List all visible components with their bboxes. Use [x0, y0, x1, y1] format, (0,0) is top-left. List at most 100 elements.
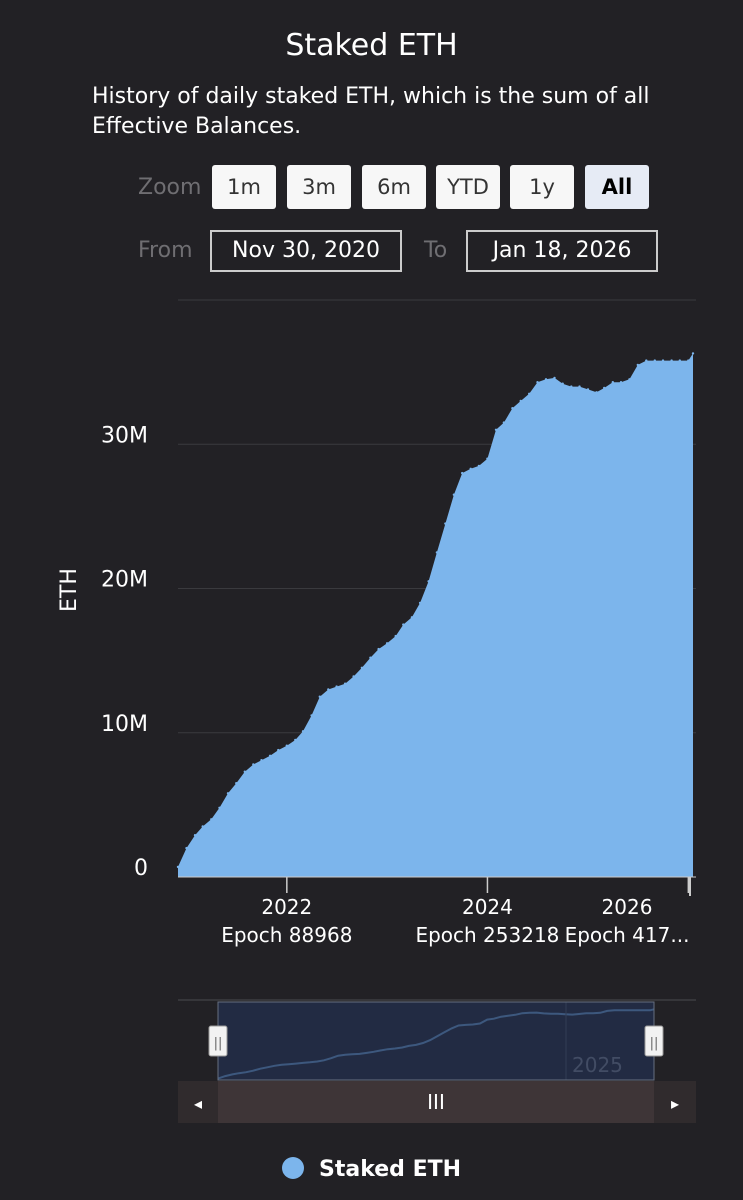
to-date-input[interactable]: Jan 18, 2026: [466, 230, 658, 272]
data-point: [511, 407, 514, 410]
staked-eth-area: [178, 353, 693, 877]
zoom-button-3m[interactable]: 3m: [287, 165, 351, 209]
zoom-button-6m[interactable]: 6m: [362, 165, 426, 209]
data-point: [486, 457, 489, 460]
data-point: [301, 730, 305, 733]
navigator-right-handle[interactable]: [644, 1025, 664, 1057]
data-point: [687, 359, 690, 362]
data-point: [294, 738, 297, 742]
scroll-left-arrow-icon: ◂: [194, 1094, 202, 1113]
from-label: From: [138, 238, 193, 263]
data-point: [377, 647, 380, 651]
data-point: [494, 428, 498, 431]
data-point: [586, 388, 590, 391]
data-point: [335, 685, 338, 688]
left-handle-grip: ||: [214, 1036, 223, 1051]
scrollbar[interactable]: III ◂ ▸: [178, 1081, 696, 1123]
x-tick-epoch-label: Epoch 88968: [221, 923, 352, 947]
chart-subtitle: History of daily staked ETH, which is th…: [92, 84, 650, 139]
data-point: [444, 522, 447, 525]
data-point: [653, 359, 656, 362]
to-label: To: [424, 238, 448, 263]
data-point: [628, 378, 631, 381]
data-point: [469, 467, 472, 470]
data-point: [277, 748, 280, 752]
x-tick-year-label: 2026: [602, 895, 653, 919]
data-point: [578, 385, 581, 388]
zoom-button-all[interactable]: All: [585, 165, 649, 209]
data-point: [477, 464, 481, 468]
data-point: [661, 359, 665, 362]
data-point: [343, 682, 347, 685]
y-tick-label: 20M: [101, 568, 148, 593]
from-date-input[interactable]: Nov 30, 2020: [210, 230, 402, 272]
data-point: [268, 754, 272, 757]
data-point: [201, 825, 204, 828]
x-tick-year-label: 2024: [462, 895, 513, 919]
data-point: [461, 471, 464, 475]
zoom-button-ytd[interactable]: YTD: [436, 165, 500, 209]
navigator-selection-mask[interactable]: [217, 1001, 655, 1081]
navigator[interactable]: 2025 || ||: [178, 999, 696, 1081]
legend-item-staked-eth[interactable]: Staked ETH: [319, 1157, 461, 1182]
zoom-label: Zoom: [138, 175, 202, 200]
zoom-button-1m[interactable]: 1m: [212, 165, 276, 209]
scroll-left-button[interactable]: [178, 1081, 218, 1123]
data-point: [502, 421, 506, 424]
scrollbar-thumb[interactable]: [218, 1081, 654, 1123]
navigator-left-handle[interactable]: [208, 1025, 228, 1057]
data-point: [536, 381, 539, 384]
data-point: [435, 551, 439, 554]
scroll-right-arrow-icon: ▸: [671, 1094, 679, 1113]
data-point: [193, 834, 197, 837]
data-point: [553, 376, 556, 380]
data-point: [369, 656, 372, 659]
data-point: [310, 714, 313, 717]
data-point: [176, 865, 180, 869]
data-point: [385, 642, 389, 645]
data-point: [418, 601, 422, 605]
zoom-button-1y[interactable]: 1y: [510, 165, 574, 209]
data-point: [318, 695, 321, 698]
data-point: [285, 744, 288, 747]
data-point: [210, 818, 213, 821]
data-point: [218, 806, 221, 809]
legend[interactable]: Staked ETH: [282, 1157, 461, 1182]
right-handle-grip: ||: [650, 1036, 659, 1051]
data-point: [595, 391, 598, 394]
data-point: [226, 792, 230, 795]
y-axis-title: ETH: [57, 568, 82, 612]
y-tick-label: 0: [134, 856, 148, 881]
data-point: [519, 399, 522, 403]
data-point: [394, 634, 397, 638]
data-point: [636, 363, 639, 367]
x-axis-ticks: 2022 Epoch 88968 2024 Epoch 253218 2026 Epoch…: [178, 876, 696, 947]
y-axis-ticks: 0 10M 20M 30M: [101, 423, 148, 881]
y-tick-label: 30M: [101, 423, 148, 448]
data-point: [570, 385, 573, 388]
data-point: [691, 352, 695, 355]
data-point: [619, 381, 623, 384]
data-point: [185, 846, 188, 850]
data-point: [670, 359, 673, 362]
scroll-right-button[interactable]: [654, 1081, 696, 1123]
data-point: [645, 359, 648, 362]
data-point: [678, 359, 681, 362]
scrollbar-grip: III: [427, 1090, 445, 1114]
data-points: [176, 352, 695, 869]
data-point: [427, 580, 430, 583]
data-point: [252, 763, 255, 766]
data-point: [260, 759, 263, 762]
data-point: [544, 378, 548, 381]
data-point: [410, 616, 414, 619]
data-point: [603, 386, 606, 390]
x-tick-year-label: 2022: [261, 895, 312, 919]
data-point: [327, 688, 330, 691]
data-point: [352, 675, 355, 678]
data-point: [243, 770, 246, 773]
x-tick-epoch-label: Epoch 417...: [565, 923, 690, 947]
data-point: [561, 382, 564, 385]
data-point: [611, 381, 614, 384]
y-tick-label: 10M: [101, 712, 148, 737]
legend-marker-icon: [282, 1157, 304, 1179]
